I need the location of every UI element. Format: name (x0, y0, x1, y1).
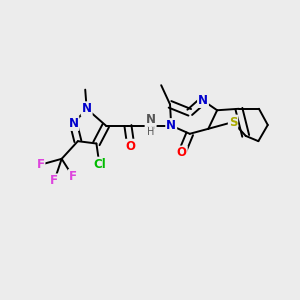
Text: N: N (146, 113, 156, 126)
Text: N: N (198, 94, 208, 107)
Text: O: O (126, 140, 136, 153)
Text: F: F (50, 174, 58, 188)
Text: N: N (68, 117, 78, 130)
Text: N: N (82, 102, 92, 115)
Text: Cl: Cl (93, 158, 106, 171)
Text: S: S (229, 116, 237, 128)
Text: N: N (146, 119, 156, 132)
Text: F: F (37, 158, 44, 171)
Text: F: F (69, 170, 77, 183)
Text: N: N (166, 119, 176, 132)
Text: O: O (177, 146, 187, 159)
Text: H: H (147, 127, 154, 137)
